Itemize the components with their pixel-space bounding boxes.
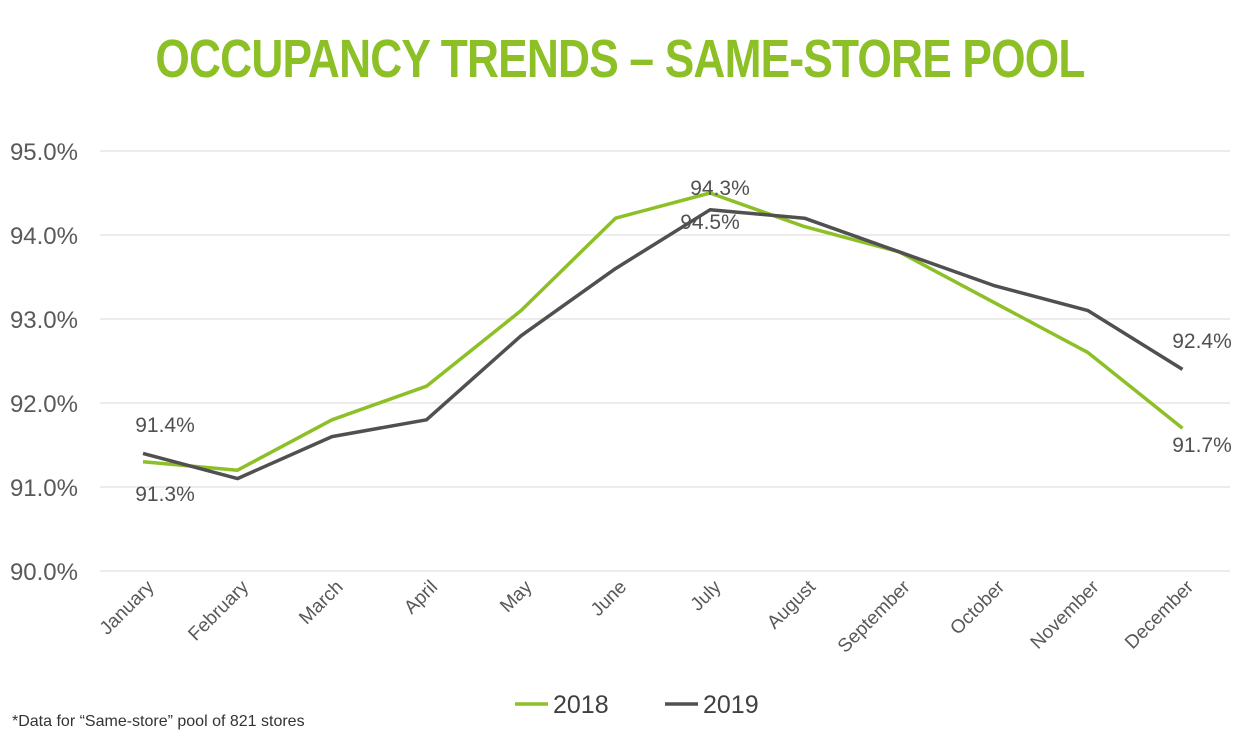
data-label: 91.7% bbox=[1172, 434, 1232, 457]
x-tick-label: April bbox=[400, 577, 442, 619]
x-tick-label: December bbox=[1121, 576, 1198, 653]
x-tick-label: November bbox=[1027, 576, 1104, 653]
data-label: 91.4% bbox=[135, 414, 195, 437]
y-tick-label: 90.0% bbox=[10, 559, 78, 586]
legend-label: 2018 bbox=[553, 691, 609, 719]
y-tick-label: 93.0% bbox=[10, 307, 78, 334]
x-tick-label: January bbox=[96, 576, 159, 639]
data-label: 91.3% bbox=[135, 483, 195, 506]
x-tick-label: May bbox=[496, 576, 537, 617]
footnote: *Data for “Same-store” pool of 821 store… bbox=[12, 713, 305, 730]
x-tick-label: February bbox=[184, 576, 253, 645]
x-tick-label: June bbox=[587, 577, 631, 621]
x-tick-label: August bbox=[763, 576, 820, 633]
series-line-2018 bbox=[142, 191, 1184, 472]
y-tick-label: 95.0% bbox=[10, 139, 78, 166]
y-tick-label: 92.0% bbox=[10, 391, 78, 418]
legend-label: 2019 bbox=[703, 691, 759, 719]
y-tick-label: 94.0% bbox=[10, 223, 78, 250]
data-label: 94.3% bbox=[690, 177, 750, 200]
y-tick-label: 91.0% bbox=[10, 475, 78, 502]
x-tick-label: March bbox=[295, 577, 347, 629]
data-label: 92.4% bbox=[1172, 330, 1232, 353]
chart-title: OCCUPANCY TRENDS – SAME-STORE POOL bbox=[155, 29, 1085, 89]
data-label: 94.5% bbox=[680, 211, 740, 234]
x-tick-label: July bbox=[687, 576, 726, 615]
series-line-2019 bbox=[142, 208, 1184, 481]
x-tick-label: October bbox=[946, 576, 1009, 639]
x-tick-label: September bbox=[834, 576, 915, 657]
